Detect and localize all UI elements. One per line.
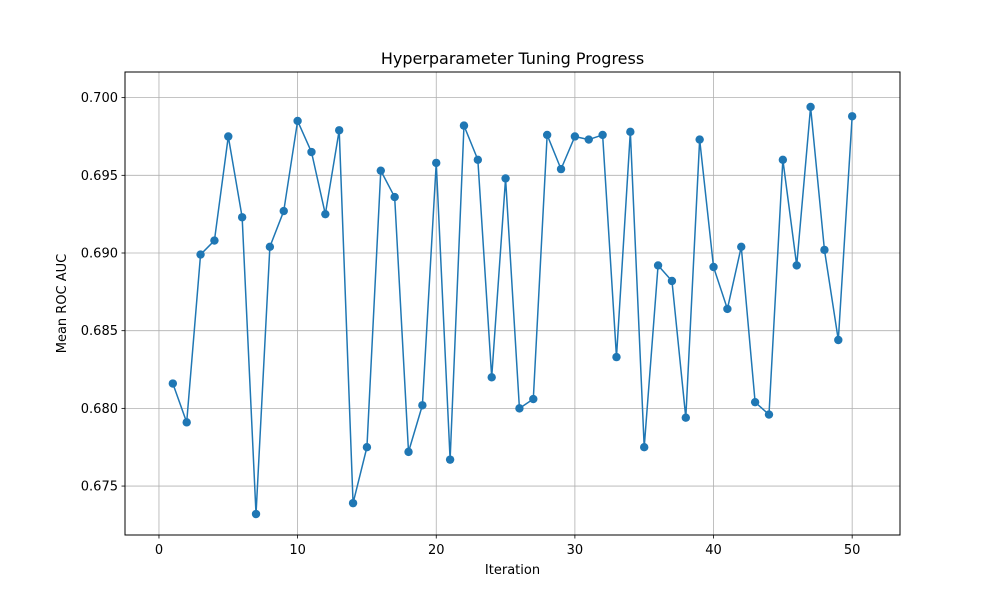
data-point [459,121,469,130]
data-point [515,404,524,413]
data-point [737,242,746,251]
data-point [376,166,385,175]
data-point [653,261,663,270]
data-point [792,261,801,270]
y-tick-label: 0.680 [81,402,118,417]
data-point [418,401,427,410]
chart-title: Hyperparameter Tuning Progress [381,49,644,68]
x-tick-label: 20 [428,543,445,558]
data-point [321,209,330,219]
data-point [390,192,399,202]
x-tick-label: 50 [844,543,861,558]
ticks: 0 10 20 30 40 50 0.675 0.680 0.685 0.690 0.695 0.70… [81,91,861,558]
data-point [445,455,455,464]
series-path [172,106,853,515]
x-tick-label: 40 [705,543,722,558]
x-tick-label: 0 [155,543,163,558]
data-point [709,262,718,272]
data-point [182,418,191,427]
data-point [529,394,538,404]
data-point [501,174,510,183]
data-point [820,245,829,255]
data-point [834,335,843,345]
data-point [473,155,483,164]
data-point [265,242,275,251]
data-point [237,213,247,222]
data-point [612,352,621,362]
x-axis-label: Iteration [485,563,540,578]
data-point [723,304,732,314]
data-point [251,509,261,519]
data-point [168,379,178,388]
y-tick-label: 0.700 [81,91,118,106]
data-point [432,158,441,168]
data-point [487,373,496,382]
data-point [224,132,233,141]
y-axis-label: Mean ROC AUC [55,254,70,354]
data-point [556,164,566,174]
y-tick-label: 0.675 [81,480,118,495]
y-tick-label: 0.690 [81,247,118,262]
data-point [695,135,704,144]
data-point [778,155,788,164]
data-point [307,147,316,157]
axes-frame [124,71,901,536]
data-point [764,410,774,419]
data-point [542,130,552,140]
data-point [210,236,219,245]
series-line [168,102,857,519]
data-point [362,443,372,452]
data-point [626,127,635,137]
data-point [584,135,593,144]
data-point [750,397,760,407]
data-point [847,112,857,121]
y-tick-label: 0.685 [81,324,118,339]
data-point [806,102,815,112]
data-point [293,116,302,126]
data-point [640,443,649,452]
data-point [681,413,691,422]
data-point [334,126,344,135]
x-tick-label: 30 [567,543,584,558]
data-point [196,250,205,259]
data-point [667,276,677,286]
data-point [570,132,580,141]
data-point [279,206,288,216]
data-point [404,447,413,457]
data-point [348,498,358,508]
y-tick-label: 0.695 [81,169,118,184]
x-tick-label: 10 [289,543,306,558]
data-point [598,130,607,140]
